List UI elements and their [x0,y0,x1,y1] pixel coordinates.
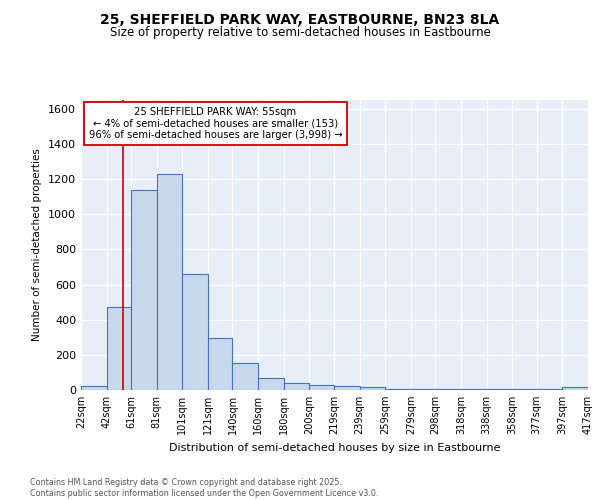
Bar [461,389,487,390]
Bar [157,174,182,390]
Bar [310,384,334,390]
Text: 25 SHEFFIELD PARK WAY: 55sqm
← 4% of semi-detached houses are smaller (153)
96% : 25 SHEFFIELD PARK WAY: 55sqm ← 4% of sem… [89,108,342,140]
Bar [284,383,310,390]
Bar [107,308,131,390]
Bar [334,386,359,390]
Bar [182,274,208,390]
Text: 25, SHEFFIELD PARK WAY, EASTBOURNE, BN23 8LA: 25, SHEFFIELD PARK WAY, EASTBOURNE, BN23… [100,12,500,26]
Bar [232,363,258,390]
Bar [435,389,461,390]
Y-axis label: Number of semi-detached properties: Number of semi-detached properties [32,148,43,342]
Bar [131,190,157,390]
Bar [208,338,232,390]
Bar [385,389,411,390]
Text: Size of property relative to semi-detached houses in Eastbourne: Size of property relative to semi-detach… [110,26,490,39]
Bar [258,378,284,390]
Bar [562,388,588,390]
Bar [81,386,107,390]
Text: Contains HM Land Registry data © Crown copyright and database right 2025.
Contai: Contains HM Land Registry data © Crown c… [30,478,379,498]
X-axis label: Distribution of semi-detached houses by size in Eastbourne: Distribution of semi-detached houses by … [169,442,500,452]
Bar [411,389,435,390]
Bar [359,388,385,390]
